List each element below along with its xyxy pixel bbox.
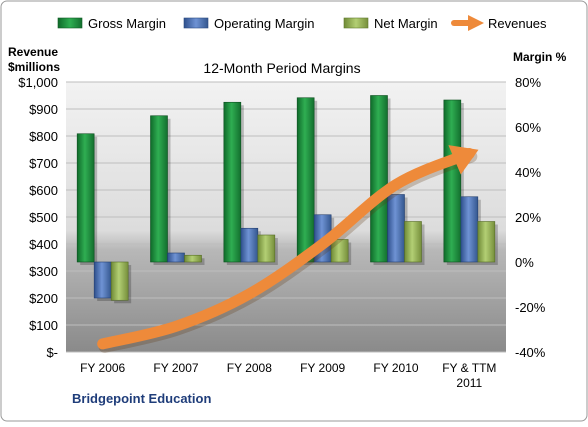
net-margin-bar: [477, 221, 496, 263]
operating-margin-bar: [240, 227, 259, 263]
left-tick-label: $100: [29, 318, 58, 333]
operating-margin-bar: [167, 252, 185, 263]
left-axis-ticks: $- $100 $200 $300 $400 $500 $600 $700 $800 $900 $1…: [18, 75, 58, 360]
left-tick-label: $300: [29, 264, 58, 279]
right-tick-label: -20%: [515, 300, 546, 315]
category-label: FY 2007: [153, 361, 198, 375]
category-label: FY 2009: [300, 361, 345, 375]
left-tick-label: $-: [46, 345, 58, 360]
left-axis-label-line-2: $millions: [8, 60, 60, 74]
right-tick-label: -40%: [515, 345, 546, 360]
net-margin-bar: [404, 221, 422, 263]
gross-margin-bar: [223, 101, 242, 263]
net-margin-bar: [110, 261, 129, 301]
operating-margin-bar: [387, 194, 405, 263]
right-tick-label: 60%: [515, 120, 541, 135]
left-tick-label: $700: [29, 156, 58, 171]
gross-margin-bar: [296, 97, 315, 263]
category-label: FY 2010: [373, 361, 418, 375]
left-tick-label: $1,000: [18, 75, 58, 90]
chart-title: 12-Month Period Margins: [203, 60, 360, 76]
right-tick-label: 20%: [515, 210, 541, 225]
legend-arrow-revenues: [451, 15, 484, 31]
right-tick-label: 80%: [515, 75, 541, 90]
legend-swatch-net-margin: [343, 17, 369, 29]
left-tick-label: $400: [29, 237, 58, 252]
operating-margin-bar: [460, 196, 479, 263]
category-label: 2011: [456, 376, 482, 390]
right-axis-label: Margin %: [513, 50, 567, 64]
revenue-line: [97, 145, 479, 353]
gross-margin-bar: [370, 95, 388, 263]
net-margin-bar: [184, 254, 202, 263]
legend: Gross Margin Operating Margin Net Margin…: [57, 15, 547, 31]
category-label: FY 2006: [80, 361, 125, 375]
operating-margin-bar: [93, 261, 112, 299]
legend-swatch-gross-margin: [57, 17, 83, 29]
left-tick-label: $500: [29, 210, 58, 225]
legend-label-revenues: Revenues: [488, 16, 547, 31]
right-axis-ticks: -40% -20% 0% 20% 40% 60% 80%: [515, 75, 546, 360]
right-tick-label: 0%: [515, 255, 534, 270]
gross-margin-bar: [150, 115, 168, 263]
revenue-arrow-head: [448, 145, 479, 175]
right-tick-label: 40%: [515, 165, 541, 180]
left-tick-label: $800: [29, 129, 58, 144]
gross-margin-bar: [443, 99, 462, 263]
net-margin-bar: [330, 239, 349, 263]
legend-label-net-margin: Net Margin: [374, 16, 438, 31]
legend-label-operating-margin: Operating Margin: [214, 16, 314, 31]
left-tick-label: $900: [29, 102, 58, 117]
left-axis-label-line-1: Revenue: [8, 45, 58, 59]
company-name: Bridgepoint Education: [72, 391, 211, 406]
left-tick-label: $200: [29, 291, 58, 306]
bars: [76, 95, 498, 304]
category-label: FY & TTM: [442, 361, 496, 375]
net-margin-bar: [257, 234, 276, 263]
legend-swatch-operating-margin: [183, 17, 209, 29]
legend-label-gross-margin: Gross Margin: [88, 16, 166, 31]
category-labels: FY 2006 FY 2007 FY 2008 FY 2009 FY 2010 FY & …: [80, 361, 496, 390]
gross-margin-bar: [76, 133, 95, 263]
revenue-arrow-shaft: [97, 148, 475, 350]
category-label: FY 2008: [227, 361, 272, 375]
left-tick-label: $600: [29, 183, 58, 198]
